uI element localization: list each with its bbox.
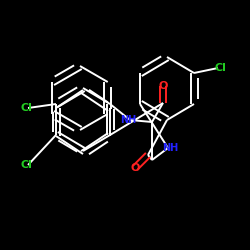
Text: Cl: Cl (20, 103, 32, 113)
Text: Cl: Cl (214, 63, 226, 73)
Text: O: O (130, 163, 140, 173)
Text: NH: NH (162, 143, 178, 153)
Text: NH: NH (120, 115, 136, 125)
Text: Cl: Cl (20, 160, 32, 170)
Text: O: O (158, 81, 168, 91)
